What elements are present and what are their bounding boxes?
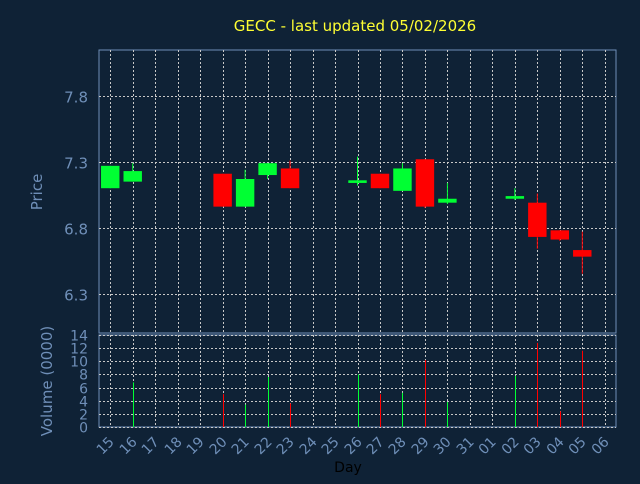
volume-plot-frame [98, 334, 617, 428]
volume-tick-label: 4 [79, 395, 88, 411]
candle-body-up [123, 171, 142, 182]
day-tick-label: 03 [521, 434, 545, 458]
chart-title: GECC - last updated 05/02/2026 [234, 17, 476, 35]
day-tick-label: 15 [94, 434, 118, 458]
candle-body-up [258, 163, 277, 176]
candle-body-down [550, 230, 570, 240]
day-tick-label: 19 [184, 434, 208, 458]
day-tick-label: 05 [566, 434, 590, 458]
day-tick-label: 22 [252, 434, 276, 458]
day-tick-label: 23 [274, 434, 298, 458]
volume-tick-label: 6 [79, 382, 88, 398]
day-tick-label: 04 [544, 434, 568, 458]
candle-body-down [415, 159, 435, 207]
day-tick-label: 02 [499, 434, 523, 458]
day-tick-label: 06 [589, 434, 613, 458]
day-tick-label: 27 [364, 434, 388, 458]
day-tick-label: 18 [162, 434, 186, 458]
day-tick-label: 26 [342, 434, 366, 458]
day-tick-label: 29 [409, 434, 433, 458]
day-tick-label: 30 [431, 434, 455, 458]
volume-tick-label: 10 [70, 355, 88, 371]
candle-body-down [213, 173, 232, 207]
volume-tick-label: 0 [79, 421, 88, 437]
price-plot-frame [98, 49, 617, 334]
volume-tick-label: 14 [70, 329, 88, 345]
day-tick-label: 31 [454, 434, 478, 458]
price-axis-label: Price [28, 174, 46, 211]
day-tick-label: 25 [319, 434, 343, 458]
volume-tick-label: 8 [79, 368, 88, 384]
price-tick-label: 7.3 [64, 155, 88, 173]
candle-body-up [348, 180, 367, 183]
day-tick-label: 24 [297, 434, 321, 458]
candle-body-up [101, 165, 120, 189]
x-axis-label: Day [334, 460, 362, 476]
volume-tick-label: 12 [70, 342, 88, 358]
day-tick-label: 28 [386, 434, 410, 458]
candle-body-up [438, 198, 457, 203]
volume-tick-label: 2 [79, 408, 88, 424]
day-tick-label: 17 [139, 434, 163, 458]
day-tick-label: 01 [476, 434, 500, 458]
day-tick-label: 20 [207, 434, 231, 458]
candle-body-up [393, 168, 412, 191]
candle-body-down [280, 168, 300, 189]
candle-body-down [370, 173, 390, 189]
day-tick-label: 16 [117, 434, 141, 458]
candle-body-down [528, 202, 547, 237]
price-tick-label: 6.8 [64, 221, 88, 239]
candle-body-up [505, 196, 525, 199]
day-tick-label: 21 [229, 434, 253, 458]
volume-axis-label: Volume (0000) [38, 326, 56, 436]
candle-body-up [235, 178, 255, 207]
price-panel: 6.3 6.8 7.3 7.8 [64, 49, 617, 334]
price-tick-label: 7.8 [64, 89, 88, 107]
price-tick-label: 6.3 [64, 287, 88, 305]
candle-body-down [573, 250, 592, 257]
